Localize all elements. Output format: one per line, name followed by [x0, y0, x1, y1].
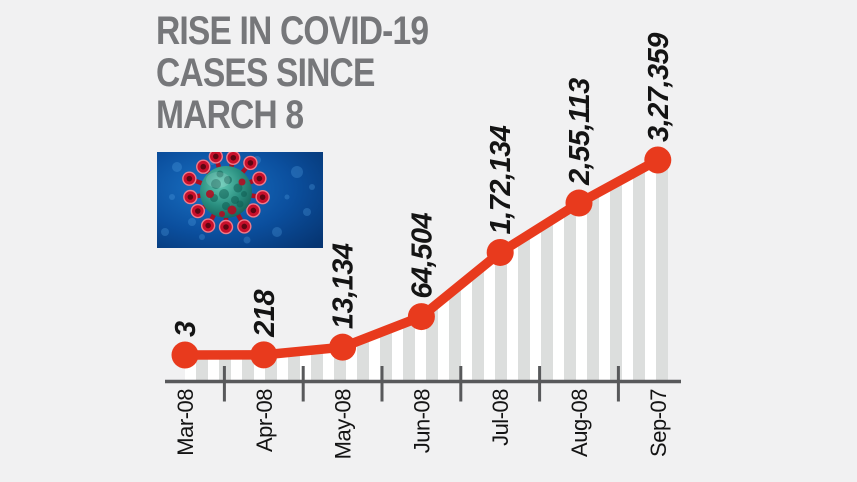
virus-red-patch: [206, 190, 214, 198]
chart-title: RISE IN COVID-19 CASES SINCE MARCH 8: [156, 9, 429, 137]
bokeh-dot: [309, 184, 315, 190]
virus-texture-spot: [219, 189, 229, 199]
virus-texture-spot: [216, 170, 224, 178]
virus-texture-spot: [233, 183, 243, 193]
virus-texture-spot: [211, 179, 221, 189]
x-axis-label: Mar-08: [173, 389, 198, 456]
value-label: 13,134: [328, 243, 360, 329]
bokeh-dot: [199, 234, 205, 240]
x-axis-label: Jun-08: [409, 389, 434, 454]
virus-texture-spot: [236, 200, 244, 208]
bokeh-dot: [243, 236, 251, 244]
value-label: 64,504: [406, 213, 438, 299]
x-axis-label: May-08: [331, 389, 356, 460]
data-point: [565, 189, 593, 217]
data-point: [644, 146, 672, 174]
virus-texture-spot: [241, 191, 247, 197]
bokeh-dot: [291, 166, 303, 178]
virus-spike-core: [213, 153, 219, 160]
virus-spike-core: [223, 224, 229, 230]
virus-spike-core: [195, 208, 201, 214]
value-label: 3,27,359: [643, 33, 675, 142]
value-label: 2,55,113: [564, 78, 596, 186]
virus-highlight: [206, 172, 230, 188]
chart-title-line-2: CASES SINCE: [156, 51, 375, 95]
data-point: [329, 333, 357, 361]
virus-red-patch: [238, 178, 246, 186]
bokeh-dot: [303, 208, 311, 216]
bokeh-dot: [272, 227, 282, 237]
x-axis-label: Jul-08: [488, 389, 513, 446]
coronavirus-illustration: [157, 149, 323, 248]
virus-spike-core: [247, 160, 254, 166]
bokeh-dot: [284, 194, 290, 200]
virus-spike-core: [187, 194, 194, 200]
virus-spike-core: [250, 207, 257, 214]
x-axis-label: Aug-08: [567, 389, 592, 457]
bokeh-dot: [188, 218, 196, 226]
x-axis-label: Sep-07: [646, 389, 671, 457]
bokeh-dot: [172, 162, 182, 172]
bokeh-dot: [161, 228, 169, 236]
virus-red-patch: [219, 211, 225, 217]
data-point: [407, 303, 435, 331]
striped-area: [185, 154, 668, 382]
data-point: [486, 238, 514, 266]
virus-red-patch: [227, 205, 237, 215]
virus-spike-core: [230, 154, 237, 161]
virus-spike-core: [186, 175, 193, 182]
value-label: 3: [170, 321, 202, 337]
data-point: [250, 341, 278, 369]
chart-title-line-3: MARCH 8: [156, 93, 304, 137]
virus-spike-core: [205, 222, 211, 229]
virus-particle: [182, 149, 270, 235]
x-axis-label: Apr-08: [252, 389, 277, 452]
virus-spike-core: [241, 223, 248, 230]
value-label: 218: [249, 289, 281, 338]
chart-title-line-1: RISE IN COVID-19: [156, 9, 429, 53]
bokeh-dot: [169, 194, 175, 200]
virus-texture-spot: [231, 196, 239, 204]
data-point: [171, 341, 199, 369]
virus-spike-core: [200, 163, 207, 170]
coronavirus-image: [157, 149, 323, 248]
virus-texture-spot: [224, 176, 232, 184]
value-label: 1,72,134: [485, 125, 517, 234]
virus-spike-core: [259, 194, 266, 200]
virus-spike-core: [256, 175, 263, 182]
